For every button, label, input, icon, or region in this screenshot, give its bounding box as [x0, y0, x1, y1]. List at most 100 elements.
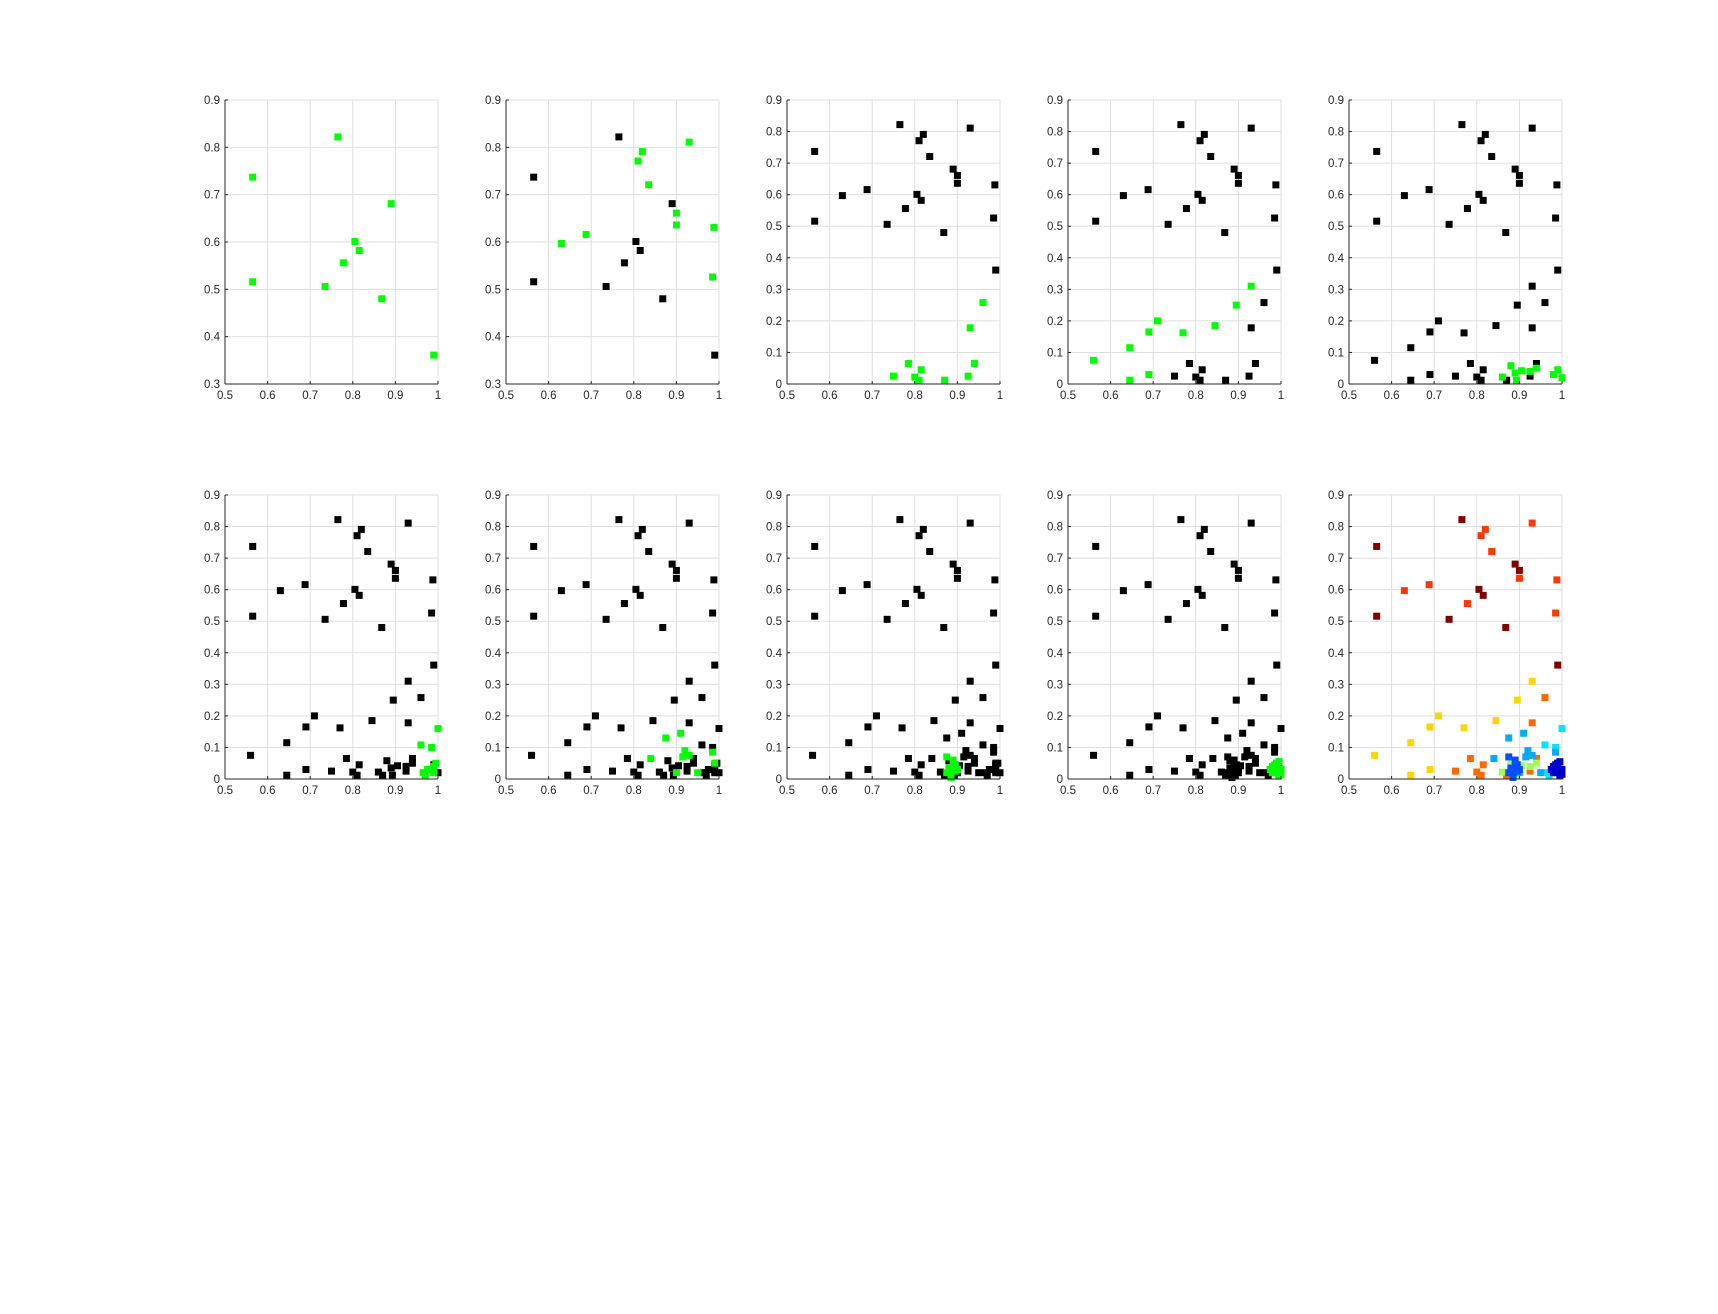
data-point [557, 239, 565, 247]
data-point [966, 751, 974, 759]
data-point [1153, 712, 1161, 720]
data-point [283, 739, 291, 747]
data-point [1234, 574, 1242, 582]
data-point [1092, 542, 1100, 550]
data-point [430, 769, 438, 777]
data-point [864, 723, 872, 731]
y-tick-label: 0.2 [766, 316, 782, 328]
data-point [966, 324, 974, 332]
y-tick-label: 0.1 [1047, 347, 1063, 359]
data-point [943, 769, 951, 777]
y-tick-label: 0.6 [1328, 585, 1344, 597]
data-point [609, 767, 616, 775]
y-tick-label: 0.4 [1047, 648, 1064, 660]
y-tick-label: 0.1 [1047, 742, 1063, 754]
data-point [1277, 725, 1285, 733]
y-tick-label: 0.1 [766, 347, 782, 359]
data-point [1179, 329, 1187, 337]
data-point [811, 217, 819, 225]
scatter-panel: 0.5 0.6 0.7 0.8 0.9 1 0 0.1 0.2 0.3 0.4 0.5 0.6 0.7 0.… [1328, 490, 1566, 797]
data-point [1179, 724, 1187, 732]
y-tick-label: 0.5 [1328, 616, 1344, 628]
data-point [428, 743, 436, 751]
data-point [1492, 717, 1500, 725]
data-point [391, 574, 399, 582]
data-point [351, 238, 359, 246]
data-point [1144, 581, 1152, 589]
data-point [694, 769, 702, 777]
data-point [1164, 220, 1172, 228]
data-point [530, 278, 538, 286]
data-point [1528, 124, 1536, 132]
data-point [620, 600, 628, 608]
data-point [1211, 322, 1219, 330]
data-point [564, 771, 572, 779]
data-point [1268, 769, 1276, 777]
data-point [919, 525, 927, 533]
data-point [901, 600, 909, 608]
data-point [1452, 767, 1459, 775]
data-point [1407, 376, 1415, 384]
data-point [838, 192, 846, 200]
data-point [710, 223, 718, 231]
data-point [928, 754, 936, 762]
data-point [677, 729, 685, 737]
data-point [689, 759, 697, 767]
data-point [249, 612, 257, 620]
y-tick-label: 0.7 [766, 158, 782, 170]
data-point [1488, 152, 1496, 160]
x-tick-label: 0.8 [1469, 785, 1485, 797]
x-tick-label: 0.6 [260, 390, 276, 402]
x-tick-label: 0.5 [1341, 390, 1357, 402]
data-point [838, 587, 846, 595]
data-point [992, 759, 1000, 767]
data-point [890, 767, 897, 775]
data-point [634, 532, 642, 540]
data-point [709, 743, 717, 751]
y-tick-label: 0.4 [1047, 253, 1064, 265]
data-point [1400, 587, 1408, 595]
data-point [1524, 747, 1532, 755]
data-point [1182, 205, 1190, 213]
x-tick-label: 1 [1278, 390, 1284, 402]
data-point [985, 766, 993, 774]
y-tick-label: 0.8 [1328, 127, 1344, 139]
data-point [647, 754, 655, 762]
data-point [1552, 748, 1560, 756]
y-tick-label: 0.1 [1328, 742, 1344, 754]
data-point [632, 585, 640, 593]
data-point [1256, 769, 1264, 777]
data-point [709, 748, 717, 756]
y-tick-label: 0.9 [766, 95, 782, 107]
data-point [1207, 152, 1215, 160]
data-point [404, 519, 412, 527]
data-point [1515, 574, 1523, 582]
data-point [1126, 344, 1134, 352]
data-point [668, 764, 676, 772]
data-point [683, 767, 691, 775]
data-point [1549, 762, 1557, 770]
data-point [417, 741, 425, 749]
data-point [1251, 754, 1259, 762]
data-point [429, 576, 437, 584]
data-point [423, 766, 431, 774]
data-point [1273, 767, 1281, 775]
data-point [1526, 372, 1534, 380]
data-point [1513, 761, 1521, 769]
data-point [530, 542, 538, 550]
data-point [1460, 329, 1468, 337]
x-tick-label: 0.5 [498, 785, 514, 797]
data-point [962, 747, 970, 755]
data-point [1272, 181, 1280, 189]
y-tick-label: 0.8 [485, 142, 501, 154]
x-tick-label: 0.7 [864, 785, 880, 797]
x-tick-label: 0.7 [1145, 390, 1161, 402]
y-tick-label: 0.3 [766, 284, 782, 296]
data-point [357, 525, 365, 533]
data-point [1477, 532, 1485, 540]
data-point [1234, 766, 1242, 774]
data-point [1558, 725, 1566, 733]
data-point [1198, 366, 1206, 374]
y-tick-label: 0.7 [485, 190, 501, 202]
x-tick-label: 0.6 [1103, 785, 1119, 797]
